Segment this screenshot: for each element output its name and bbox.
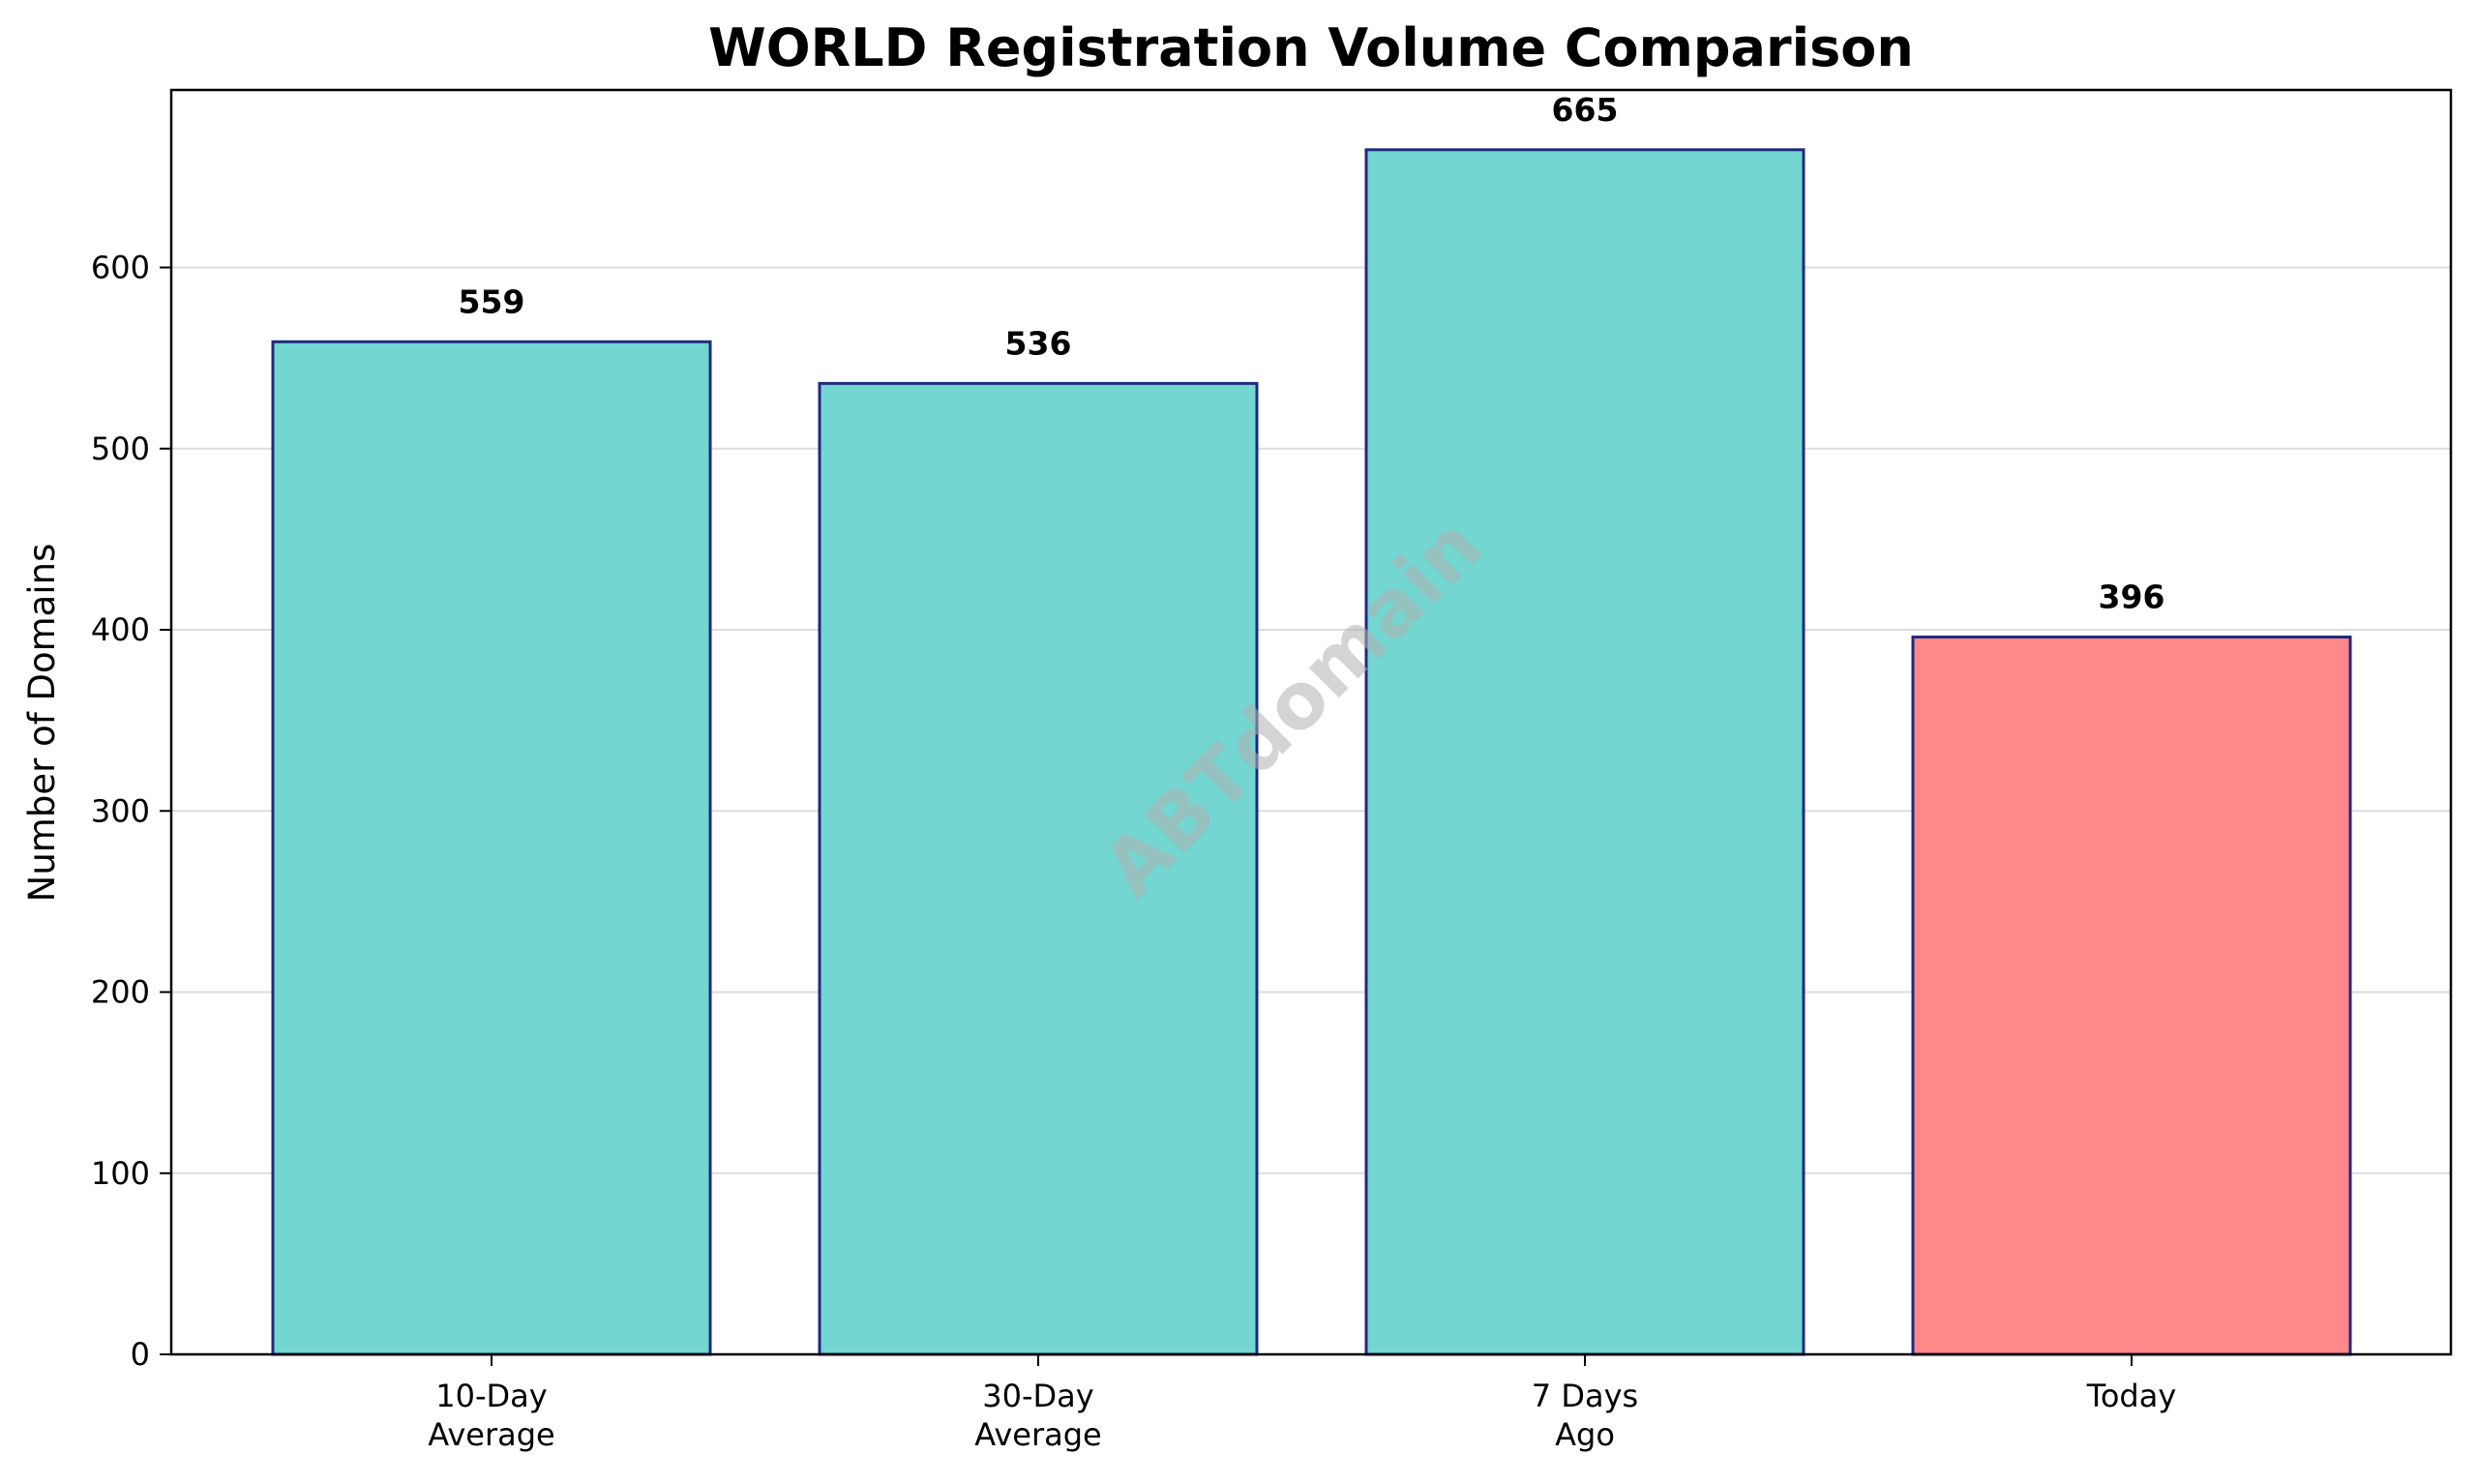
bar: [1364, 148, 1806, 1356]
data-label: 396: [2099, 578, 2165, 615]
x-tick-label-line: Average: [974, 1416, 1101, 1453]
data-label: 559: [459, 282, 525, 320]
x-tick-label-line: Ago: [1555, 1416, 1615, 1453]
chart-title: WORLD Registration Volume Comparison: [708, 17, 1914, 78]
x-tick-label-line: Average: [428, 1416, 554, 1453]
y-tick-label: 600: [91, 250, 150, 286]
x-tick-label: Today: [2086, 1378, 2177, 1414]
y-tick-label: 500: [91, 430, 150, 467]
y-tick-label: 400: [91, 611, 150, 648]
y-axis-ticks: 0 100 200 300 400 500 600: [91, 250, 171, 1373]
bar: [818, 381, 1259, 1356]
data-label: 536: [1005, 324, 1072, 362]
bars: [271, 148, 2352, 1356]
data-labels: 559 536 665 396: [459, 91, 2165, 616]
bar: [271, 340, 712, 1356]
plot-frame: [169, 88, 2453, 1356]
x-tick-label-line: 7 Days: [1532, 1378, 1638, 1414]
y-axis-label: Number of Domains: [21, 544, 63, 903]
y-tick-label: 200: [91, 974, 150, 1011]
x-tick-label-line: Today: [2086, 1378, 2177, 1414]
y-tick-label: 0: [131, 1336, 150, 1373]
x-tick-label: 7 Days Ago: [1532, 1378, 1638, 1453]
x-tick-label: 30-Day Average: [974, 1378, 1101, 1453]
x-tick-label-line: 10-Day: [435, 1378, 547, 1414]
bar: [1911, 635, 2352, 1356]
x-tick-label-line: 30-Day: [982, 1378, 1093, 1414]
data-label: 665: [1552, 91, 1619, 129]
y-tick-label: 100: [91, 1155, 150, 1192]
y-tick-label: 300: [91, 792, 150, 829]
x-tick-label: 10-Day Average: [428, 1378, 554, 1453]
